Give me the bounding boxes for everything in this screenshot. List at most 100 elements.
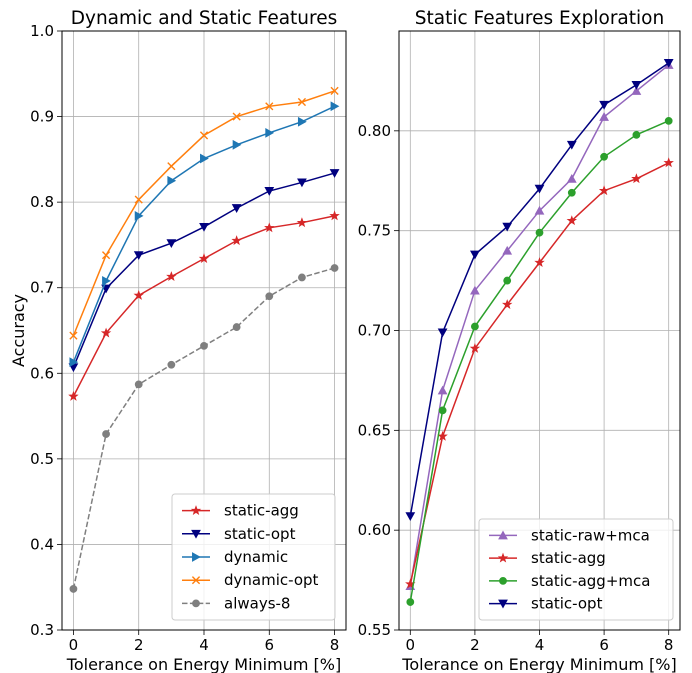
data-point-static-agg [100,327,112,338]
x-tick-label: 2 [470,636,480,654]
data-point-static-agg+mca [664,116,673,125]
x-tick-label: 2 [134,636,144,654]
legend-label: static-agg [531,549,606,567]
legend-label: dynamic-opt [224,571,319,589]
data-point-static-opt [437,328,448,338]
series-static-agg+mca [406,116,673,606]
series-static-agg [405,157,674,589]
series-dynamic [69,101,340,368]
data-point-static-raw+mca [534,205,545,215]
data-point-dynamic-opt [297,97,307,107]
legend-marker [499,576,507,585]
x-tick-label: 4 [535,636,545,654]
data-point-static-agg+mca [632,130,641,139]
data-point-dynamic [167,175,177,186]
legend-marker [498,530,508,540]
data-point-static-agg [598,185,610,196]
data-point-static-agg [264,222,275,233]
x-tick-label: 6 [265,636,275,654]
plot-frame-1 [61,30,347,631]
data-point-static-opt [264,187,275,196]
data-point-static-opt [199,222,209,232]
data-point-dynamic [102,275,111,286]
data-point-static-opt [297,178,307,188]
data-point-static-opt [231,204,242,213]
data-point-always-8 [200,342,208,350]
data-point-dynamic [134,210,144,221]
y-tick-label: 0.6 [30,364,54,382]
legend-marker [192,552,201,562]
y-tick-label: 0.80 [358,122,391,140]
x-tick-label: 8 [664,636,674,654]
data-point-dynamic-opt [101,251,111,260]
data-point-always-8 [330,264,339,272]
data-point-static-opt [599,100,609,110]
legend-label: static-agg [224,502,299,520]
data-point-static-raw+mca [631,86,642,95]
y-axis-label-1: Accuracy [9,294,28,367]
plot-frame-2 [398,30,681,631]
data-point-static-opt [631,80,642,90]
data-point-static-raw+mca [470,285,480,295]
data-point-dynamic-opt [69,331,78,340]
data-point-static-agg [296,217,308,228]
data-point-dynamic-opt [265,102,274,111]
legend-marker [191,529,201,539]
legend-marker [192,599,200,608]
data-point-static-raw+mca [599,112,609,121]
data-point-dynamic [232,139,242,150]
legend-label: static-agg+mca [531,572,650,590]
x-axis-label-1: Tolerance on Energy Minimum [%] [66,655,341,673]
data-point-static-agg [329,210,340,221]
data-point-static-opt [502,222,513,232]
data-point-dynamic-opt [330,86,339,95]
series-static-opt [68,169,340,373]
y-tick-label: 0.60 [358,521,391,539]
data-point-always-8 [69,585,78,593]
data-point-static-agg+mca [600,152,608,161]
series-static-opt [405,58,674,522]
data-point-dynamic [297,116,307,127]
data-point-static-agg [198,253,210,264]
data-point-static-agg [566,215,578,226]
data-point-dynamic [330,101,340,112]
data-point-static-agg+mca [503,276,512,285]
legend-box [478,518,674,621]
data-point-static-raw+mca [502,245,513,255]
x-tick-label: 0 [406,636,416,654]
legend-marker [498,599,508,609]
legend-label: always-8 [224,594,290,612]
grid-1 [62,30,346,631]
data-point-static-agg [631,173,642,184]
data-point-static-agg+mca [406,598,415,606]
data-point-dynamic [265,127,275,138]
legend-1: static-agg static-opt dynamic dynamic-opt al… [171,493,336,621]
data-point-static-opt [329,169,340,178]
data-point-static-agg+mca [438,406,447,415]
data-point-static-agg [437,430,448,441]
chart-1: 0 2 4 6 8 0.3 0.4 0.5 0.6 0.7 0.8 0.9 1.0 Dynamic and… [9,8,347,673]
data-point-static-opt [534,184,545,194]
data-point-dynamic [69,357,79,368]
legend-marker [190,505,202,516]
data-point-static-agg+mca [535,228,544,237]
legend-label: static-opt [224,525,296,543]
series-static-agg [68,210,340,401]
data-point-static-agg [231,235,242,246]
legend-label: static-opt [531,595,603,613]
data-point-static-agg [469,342,481,353]
data-point-static-raw+mca [566,173,577,183]
chart-title-2: Static Features Exploration [415,8,664,29]
data-point-dynamic [200,153,209,164]
legend-marker [191,576,201,585]
legend-box [171,493,336,621]
data-point-dynamic-opt [134,195,143,204]
data-point-dynamic-opt [167,162,176,171]
data-point-static-opt [470,250,480,260]
series-always-8 [69,264,339,593]
data-point-dynamic-opt [232,112,241,121]
data-point-static-raw+mca [437,385,448,395]
data-point-static-agg [663,157,674,168]
x-tick-label: 6 [599,636,609,654]
